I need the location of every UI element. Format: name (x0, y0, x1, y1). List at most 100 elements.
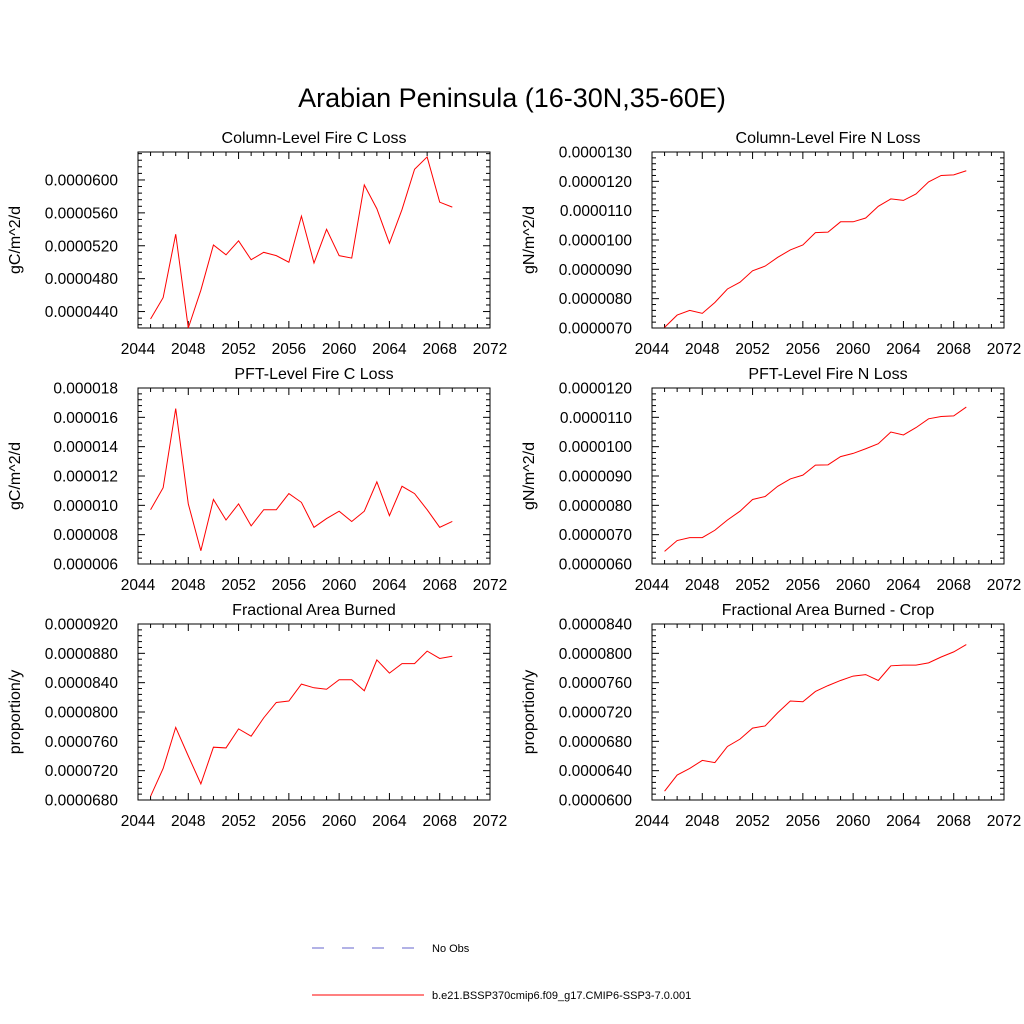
y-tick-label: 0.0000560 (45, 205, 119, 222)
x-tick-label: 2052 (735, 341, 769, 358)
y-tick-label: 0.000006 (53, 557, 118, 574)
panel-title: Column-Level Fire N Loss (736, 130, 921, 147)
x-tick-label: 2068 (936, 813, 970, 830)
y-tick-label: 0.0000060 (559, 557, 633, 574)
y-tick-label: 0.000012 (53, 469, 118, 486)
x-tick-label: 2048 (171, 341, 205, 358)
y-tick-label: 0.0000080 (559, 291, 633, 308)
chart-panel-5: Fractional Area Burned 2044 2048 2052 2056 20… (7, 602, 507, 830)
y-tick-label: 0.0000680 (559, 734, 633, 751)
x-tick-label: 2060 (322, 813, 357, 830)
y-tick-label: 0.0000800 (559, 646, 633, 663)
y-tick-label: 0.0000600 (559, 793, 633, 810)
x-tick-label: 2044 (635, 341, 670, 358)
plot-frame (137, 387, 491, 565)
plot-frame (651, 151, 1005, 329)
chart-panel-2: Column-Level Fire N Loss 2044 2048 2052 2056… (521, 130, 1021, 358)
x-tick-label: 2044 (121, 341, 156, 358)
x-tick-label: 2060 (836, 577, 871, 594)
chart-panel-4: PFT-Level Fire N Loss 2044 2048 2052 2056 206… (521, 366, 1021, 594)
x-tick-label: 2052 (221, 577, 255, 594)
x-tick-label: 2072 (473, 341, 507, 358)
y-axis-label: proportion/y (521, 670, 538, 755)
x-tick-label: 2056 (272, 577, 306, 594)
x-tick-label: 2064 (372, 813, 407, 830)
y-tick-label: 0.000016 (53, 410, 118, 427)
y-tick-label: 0.0000130 (559, 145, 633, 162)
panel-title: PFT-Level Fire N Loss (748, 366, 907, 383)
x-tick-label: 2064 (886, 577, 921, 594)
y-tick-label: 0.000008 (53, 527, 118, 544)
x-tick-label: 2048 (171, 813, 205, 830)
x-tick-label: 2068 (422, 577, 456, 594)
x-tick-label: 2068 (422, 813, 456, 830)
y-tick-label: 0.0000070 (559, 321, 633, 338)
x-tick-label: 2060 (322, 577, 357, 594)
x-tick-label: 2056 (786, 577, 820, 594)
y-tick-label: 0.000010 (53, 498, 118, 515)
y-axis-label: gN/m^2/d (521, 442, 538, 510)
y-axis-label: gC/m^2/d (7, 206, 24, 274)
panel-title: Fractional Area Burned (232, 602, 396, 619)
x-tick-label: 2056 (272, 813, 306, 830)
x-tick-label: 2072 (473, 813, 507, 830)
x-tick-label: 2052 (735, 577, 769, 594)
plot-frame (651, 623, 1005, 801)
y-tick-label: 0.0000090 (559, 469, 633, 486)
legend: No Obs b.e21.BSSP370cmip6.f09_g17.CMIP6-… (312, 943, 691, 1002)
x-tick-label: 2044 (635, 577, 670, 594)
series-line (664, 406, 967, 552)
panel-title: Fractional Area Burned - Crop (722, 602, 935, 619)
legend-label-no-obs: No Obs (432, 943, 470, 955)
y-tick-label: 0.0000680 (45, 793, 119, 810)
x-tick-label: 2064 (372, 341, 407, 358)
x-tick-label: 2048 (685, 813, 719, 830)
x-tick-label: 2064 (886, 813, 921, 830)
y-tick-label: 0.0000100 (559, 439, 633, 456)
y-tick-label: 0.0000760 (559, 675, 633, 692)
x-tick-label: 2048 (685, 341, 719, 358)
y-tick-label: 0.0000880 (45, 646, 119, 663)
y-tick-label: 0.0000720 (559, 705, 633, 722)
series-line (150, 408, 453, 551)
chart-panel-1: Column-Level Fire C Loss 2044 2048 2052 2056… (7, 130, 507, 358)
x-tick-label: 2072 (987, 341, 1021, 358)
x-tick-label: 2060 (322, 341, 357, 358)
x-tick-label: 2072 (987, 813, 1021, 830)
y-tick-label: 0.0000110 (560, 410, 632, 427)
y-tick-label: 0.0000070 (559, 527, 633, 544)
y-tick-label: 0.0000920 (45, 617, 119, 634)
x-tick-label: 2044 (635, 813, 670, 830)
x-tick-label: 2056 (272, 341, 306, 358)
panel-title: PFT-Level Fire C Loss (234, 366, 393, 383)
series-line (150, 650, 453, 797)
x-tick-label: 2064 (372, 577, 407, 594)
panel-title: Column-Level Fire C Loss (222, 130, 407, 147)
y-tick-label: 0.0000520 (45, 238, 119, 255)
y-tick-label: 0.000018 (53, 381, 118, 398)
x-tick-label: 2060 (836, 813, 871, 830)
y-tick-label: 0.0000800 (45, 705, 119, 722)
x-tick-label: 2064 (886, 341, 921, 358)
plot-frame (137, 151, 491, 329)
x-tick-label: 2068 (936, 577, 970, 594)
x-tick-label: 2044 (121, 577, 156, 594)
x-tick-label: 2048 (685, 577, 719, 594)
y-tick-label: 0.0000120 (559, 174, 633, 191)
legend-label-model-run: b.e21.BSSP370cmip6.f09_g17.CMIP6-SSP3-7.… (432, 990, 691, 1002)
figure-title: Arabian Peninsula (16-30N,35-60E) (298, 83, 726, 113)
y-tick-label: 0.0000440 (45, 304, 119, 321)
x-tick-label: 2048 (171, 577, 205, 594)
series-line (664, 644, 967, 792)
x-tick-label: 2044 (121, 813, 156, 830)
x-tick-label: 2068 (936, 341, 970, 358)
x-tick-label: 2072 (987, 577, 1021, 594)
y-tick-label: 0.0000840 (45, 675, 119, 692)
y-axis-label: gN/m^2/d (521, 206, 538, 274)
x-tick-label: 2052 (221, 341, 255, 358)
y-tick-label: 0.0000090 (559, 262, 633, 279)
y-tick-label: 0.0000110 (560, 203, 632, 220)
y-tick-label: 0.0000720 (45, 763, 119, 780)
y-axis-label: proportion/y (7, 670, 24, 755)
